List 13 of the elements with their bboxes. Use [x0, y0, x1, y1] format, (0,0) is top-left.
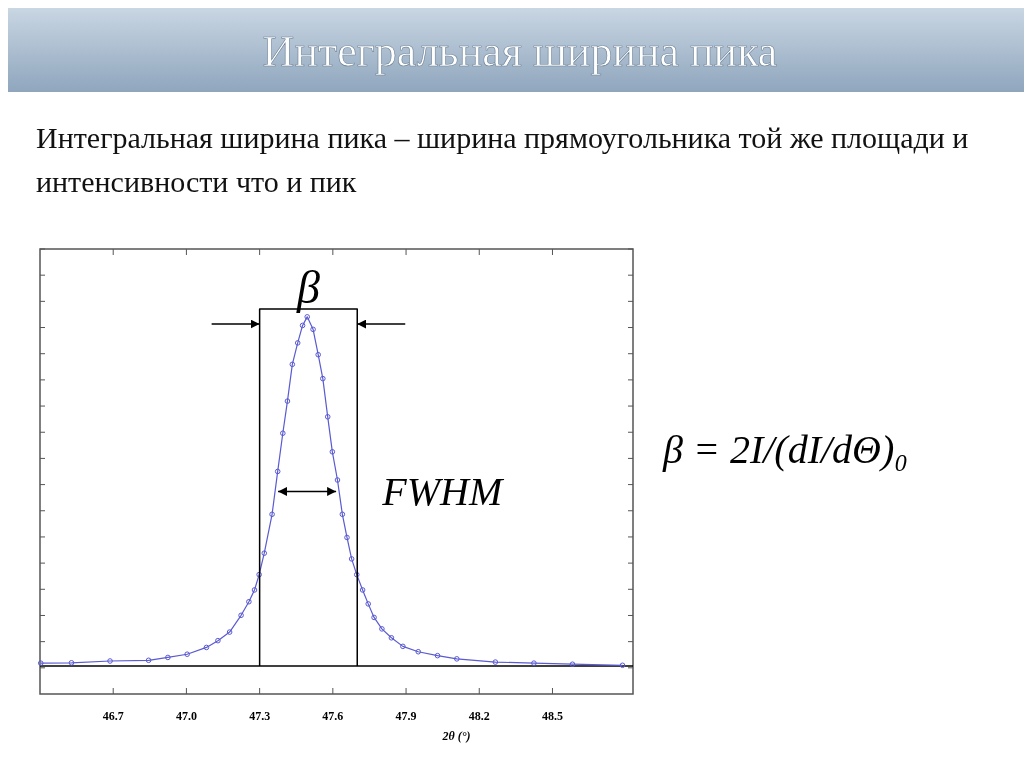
chart-title: Интегральная ширина пика: [262, 27, 778, 76]
x-tick-label: 47.9: [395, 709, 417, 723]
x-tick-label: 47.0: [175, 709, 197, 723]
x-tick-label: 47.6: [322, 709, 344, 723]
x-tick-label: 48.2: [468, 709, 490, 723]
x-axis-title: 2θ (°): [441, 729, 471, 743]
chart-subtitle: Интегральная ширина пика – ширина прямоугольника той же площади и интенсивности что и пик: [36, 121, 969, 198]
annotation: β: [295, 262, 320, 313]
x-tick-label: 47.3: [249, 709, 271, 723]
x-tick-label: 48.5: [541, 709, 563, 723]
annotation: FWHM: [381, 469, 505, 515]
text: β = 2I/(dI/dΘ)₀: [662, 427, 909, 472]
x-tick-label: 46.7: [102, 709, 124, 723]
